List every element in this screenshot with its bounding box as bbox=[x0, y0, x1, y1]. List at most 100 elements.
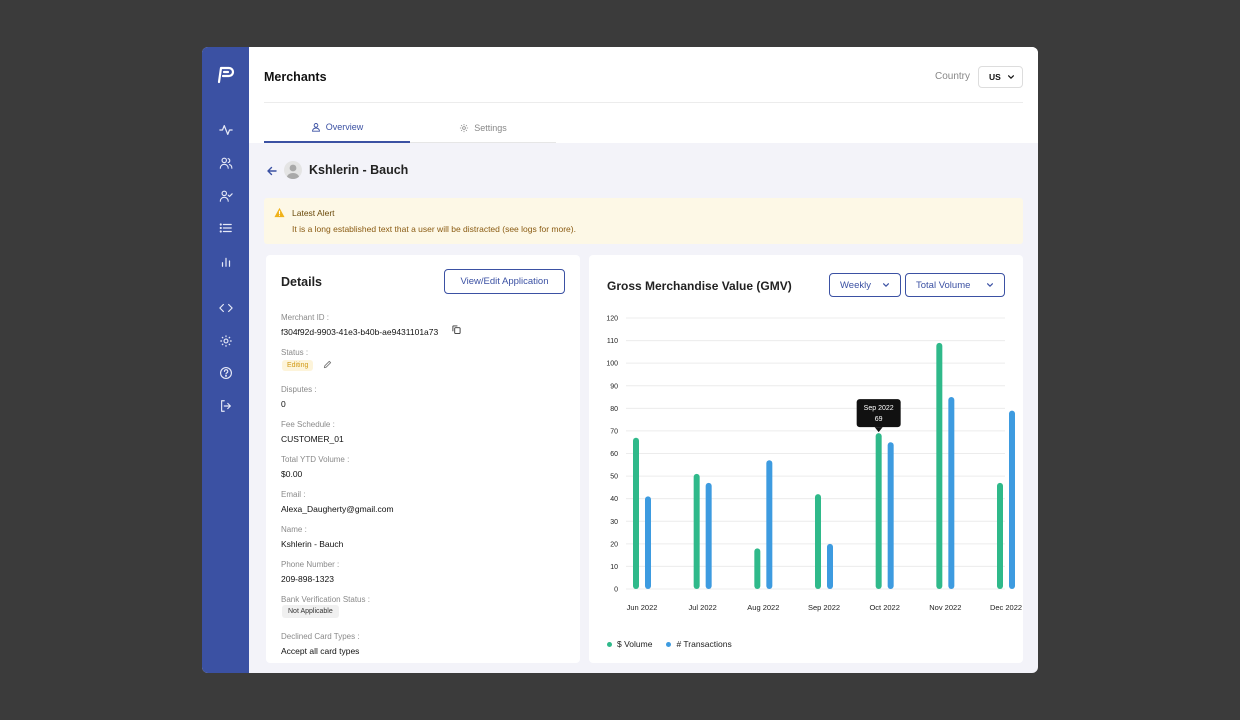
users-icon[interactable] bbox=[202, 153, 249, 173]
name-value: Kshlerin - Bauch bbox=[281, 539, 344, 549]
tab-settings-label: Settings bbox=[474, 122, 507, 133]
y-tick-label: 10 bbox=[610, 564, 618, 571]
bar-volume bbox=[754, 548, 761, 589]
user-check-icon[interactable] bbox=[202, 186, 249, 206]
alert-title: Latest Alert bbox=[292, 208, 335, 218]
bar-volume bbox=[815, 494, 821, 589]
legend-dot-transactions bbox=[666, 641, 672, 647]
fee-schedule-label: Fee Schedule : bbox=[281, 420, 335, 429]
y-tick-label: 50 bbox=[610, 474, 618, 481]
warning-icon bbox=[274, 207, 285, 218]
user-icon bbox=[311, 123, 320, 132]
bar-volume bbox=[997, 482, 1003, 589]
y-tick-label: 40 bbox=[610, 496, 618, 503]
x-tick-label: Dec 2022 bbox=[990, 603, 1022, 612]
chart-title: Gross Merchandise Value (GMV) bbox=[607, 279, 792, 293]
topbar: Merchants Country US Overview Settings bbox=[249, 47, 1038, 143]
x-tick-label: Nov 2022 bbox=[929, 603, 961, 612]
pencil-icon[interactable] bbox=[323, 360, 332, 369]
gmv-chart-card: Gross Merchandise Value (GMV) Weekly Tot… bbox=[589, 255, 1023, 663]
sidebar bbox=[202, 47, 249, 673]
metric-dropdown[interactable]: Total Volume bbox=[905, 273, 1005, 297]
period-dropdown[interactable]: Weekly bbox=[829, 273, 901, 297]
disputes-value: 0 bbox=[281, 399, 286, 409]
name-label: Name : bbox=[281, 525, 307, 534]
x-tick-label: Oct 2022 bbox=[869, 603, 899, 612]
status-badge: Editing bbox=[282, 360, 314, 371]
country-select[interactable]: US bbox=[978, 66, 1023, 88]
chart-legend: $ Volume # Transactions bbox=[607, 639, 732, 649]
avatar bbox=[284, 161, 302, 179]
y-tick-label: 110 bbox=[607, 338, 618, 345]
email-label: Email : bbox=[281, 490, 306, 499]
tooltip-title: Sep 2022 bbox=[864, 405, 894, 412]
bar-volume bbox=[936, 342, 943, 589]
status-label: Status : bbox=[281, 348, 309, 357]
details-title: Details bbox=[281, 275, 322, 289]
x-tick-label: Jul 2022 bbox=[688, 603, 716, 612]
email-value: Alexa_Daugherty@gmail.com bbox=[281, 504, 394, 514]
phone-value: 209-898-1323 bbox=[281, 574, 334, 584]
legend-label-transactions: # Transactions bbox=[676, 639, 732, 649]
legend-label-volume: $ Volume bbox=[617, 639, 653, 649]
x-tick-label: Jun 2022 bbox=[627, 603, 658, 612]
y-tick-label: 120 bbox=[606, 316, 618, 323]
copy-icon[interactable] bbox=[452, 325, 461, 334]
y-tick-label: 20 bbox=[610, 541, 618, 548]
metric-dropdown-value: Total Volume bbox=[916, 279, 971, 291]
topbar-divider bbox=[264, 102, 1023, 103]
disputes-label: Disputes : bbox=[281, 385, 317, 394]
country-value: US bbox=[989, 72, 1001, 82]
bar-transactions bbox=[827, 543, 833, 589]
activity-icon[interactable] bbox=[202, 120, 249, 140]
y-tick-label: 70 bbox=[610, 428, 618, 435]
bar-transactions bbox=[887, 442, 894, 589]
bar-chart-icon[interactable] bbox=[202, 251, 249, 271]
tab-settings[interactable]: Settings bbox=[410, 113, 556, 143]
bar-volume bbox=[875, 433, 882, 589]
gear-icon[interactable] bbox=[202, 331, 249, 351]
tab-overview[interactable]: Overview bbox=[264, 113, 410, 143]
y-tick-label: 60 bbox=[610, 451, 618, 458]
x-tick-label: Aug 2022 bbox=[747, 603, 779, 612]
bar-volume bbox=[693, 473, 700, 589]
details-card: Details View/Edit Application Merchant I… bbox=[266, 255, 580, 663]
ytd-volume-value: $0.00 bbox=[281, 469, 303, 479]
declined-card-types-label: Declined Card Types : bbox=[281, 632, 360, 641]
bank-verification-badge: Not Applicable bbox=[282, 605, 339, 618]
country-label: Country bbox=[935, 71, 971, 82]
help-icon[interactable] bbox=[202, 363, 249, 383]
page-title: Merchants bbox=[264, 70, 327, 84]
tooltip-value: 69 bbox=[875, 416, 883, 423]
bar-transactions bbox=[705, 482, 712, 589]
tab-overview-label: Overview bbox=[325, 122, 364, 132]
view-edit-application-button[interactable]: View/Edit Application bbox=[444, 269, 565, 294]
x-tick-label: Sep 2022 bbox=[808, 603, 840, 612]
bank-verification-label: Bank Verification Status : bbox=[281, 595, 370, 604]
tooltip-box bbox=[856, 399, 901, 428]
phone-label: Phone Number : bbox=[281, 560, 340, 569]
fee-schedule-value: CUSTOMER_01 bbox=[281, 434, 344, 444]
bar-transactions bbox=[645, 496, 651, 589]
y-tick-label: 90 bbox=[610, 383, 618, 390]
code-icon[interactable] bbox=[202, 298, 249, 318]
chevron-down-icon bbox=[1007, 75, 1014, 79]
bar-transactions bbox=[948, 397, 955, 589]
declined-card-types-value: Accept all card types bbox=[281, 646, 360, 656]
logout-icon[interactable] bbox=[202, 396, 249, 416]
alert-banner: Latest Alert It is a long established te… bbox=[264, 198, 1023, 244]
chevron-down-icon bbox=[987, 283, 993, 287]
bar-transactions bbox=[1009, 410, 1015, 589]
bar-volume bbox=[633, 437, 639, 589]
legend-item-transactions[interactable]: # Transactions bbox=[666, 639, 732, 649]
chevron-down-icon bbox=[883, 283, 889, 287]
logo-icon[interactable] bbox=[216, 65, 236, 85]
legend-item-volume[interactable]: $ Volume bbox=[607, 639, 652, 649]
period-dropdown-value: Weekly bbox=[840, 279, 871, 291]
back-arrow-icon[interactable] bbox=[266, 165, 278, 177]
gmv-bar-chart: 0 10 20 30 40 50 60 70 80 90 100 110 120 Jun 2022 Jul … bbox=[606, 316, 1022, 613]
merchant-name: Kshlerin - Bauch bbox=[309, 163, 409, 177]
list-icon[interactable] bbox=[202, 218, 249, 238]
app-window: Merchants Country US Overview Settings K… bbox=[202, 47, 1038, 673]
y-tick-label: 100 bbox=[606, 361, 618, 368]
